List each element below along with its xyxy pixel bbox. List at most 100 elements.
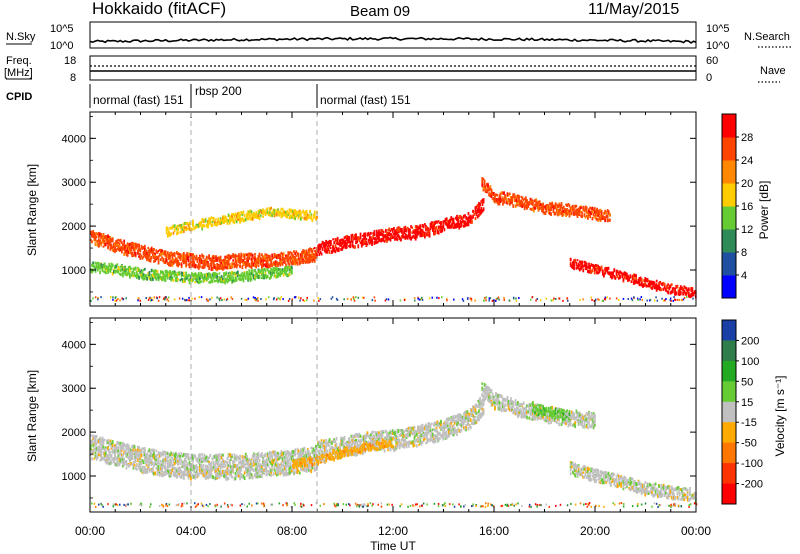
echo-cell (156, 463, 159, 467)
echo-cell (308, 260, 310, 264)
echo-cell (304, 256, 307, 260)
echo-cell (293, 250, 295, 253)
echo-cell (116, 270, 119, 274)
echo-cell (406, 226, 409, 230)
echo-cell (313, 253, 316, 256)
echo-cell (547, 210, 550, 215)
echo-cell (503, 191, 505, 195)
echo-cell (107, 441, 109, 445)
echo-cell (114, 299, 116, 302)
echo-cell (230, 256, 232, 260)
echo-cell (168, 452, 170, 456)
echo-cell (654, 284, 657, 288)
echo-cell (158, 471, 161, 475)
echo-cell (157, 260, 160, 265)
echo-cell (188, 274, 191, 277)
ytick-label: 3000 (62, 177, 86, 189)
echo-cell (199, 264, 201, 269)
echo-cell (170, 275, 173, 279)
echo-cell (160, 270, 162, 273)
echo-cell (115, 240, 118, 244)
echo-cell (302, 249, 305, 253)
echo-cell (194, 274, 197, 277)
echo-cell (92, 233, 95, 237)
echo-cell (210, 267, 213, 271)
echo-cell (253, 274, 255, 278)
echo-cell (180, 223, 183, 228)
echo-cell (149, 255, 152, 259)
echo-cell (142, 453, 145, 457)
echo-cell (362, 240, 364, 245)
echo-cell (691, 292, 694, 297)
echo-cell (671, 290, 674, 294)
echo-cell (127, 456, 130, 460)
echo-cell (660, 288, 663, 292)
echo-cell (481, 198, 484, 202)
echo-cell (115, 269, 118, 273)
echo-cell (131, 253, 134, 258)
echo-cell (226, 254, 229, 259)
echo-cell (174, 452, 177, 456)
echo-cell (197, 262, 200, 266)
echo-cell (262, 269, 264, 274)
echo-cell (103, 235, 106, 239)
echo-cell (655, 283, 658, 288)
echo-cell (199, 280, 201, 284)
echo-cell (164, 465, 167, 469)
echo-cell (310, 215, 313, 218)
echo-cell (459, 219, 462, 223)
echo-cell (458, 223, 461, 226)
echo-cell (150, 452, 153, 455)
echo-cell (162, 271, 165, 276)
echo-cell (188, 460, 191, 465)
echo-cell (330, 297, 333, 300)
echo-cell (544, 211, 547, 215)
echo-cell (169, 276, 171, 280)
echo-cell (409, 236, 411, 240)
echo-cell (589, 268, 592, 272)
echo-cell (240, 278, 243, 281)
echo-cell (170, 468, 173, 473)
colorbar-segment (722, 252, 736, 276)
echo-cell (130, 448, 132, 452)
echo-cell (236, 270, 239, 275)
echo-cell (417, 228, 419, 231)
echo-cell (481, 180, 484, 184)
echo-cell (613, 268, 616, 272)
echo-cell (228, 257, 231, 261)
echo-cell (390, 228, 393, 231)
echo-cell (202, 279, 205, 282)
echo-cell (327, 240, 330, 244)
echo-cell (119, 444, 122, 449)
echo-cell (226, 260, 229, 263)
echo-cell (96, 265, 99, 269)
echo-cell (632, 273, 635, 278)
echo-cell (340, 244, 342, 247)
echo-cell (177, 272, 179, 277)
echo-cell (111, 440, 114, 444)
echo-cell (235, 254, 238, 258)
echo-cell (138, 247, 140, 252)
echo-cell (92, 297, 94, 300)
echo-cell (265, 259, 268, 264)
echo-cell (487, 188, 489, 192)
echo-cell (622, 277, 625, 282)
echo-cell (305, 252, 308, 257)
echo-cell (134, 450, 137, 455)
echo-cell (181, 455, 184, 458)
echo-cell (208, 266, 210, 270)
echo-cell (537, 207, 540, 211)
echo-cell (222, 263, 224, 267)
echo-cell (310, 248, 313, 252)
echo-cell (271, 274, 274, 277)
echo-cell (608, 271, 611, 275)
echo-cell (394, 237, 396, 241)
echo-cell (179, 231, 182, 234)
echo-cell (510, 196, 512, 200)
echo-cell (589, 211, 592, 214)
echo-cell (115, 448, 118, 452)
echo-cell (438, 225, 441, 230)
echo-cell (410, 225, 412, 229)
echo-cell (178, 473, 181, 477)
echo-cell (508, 192, 511, 196)
